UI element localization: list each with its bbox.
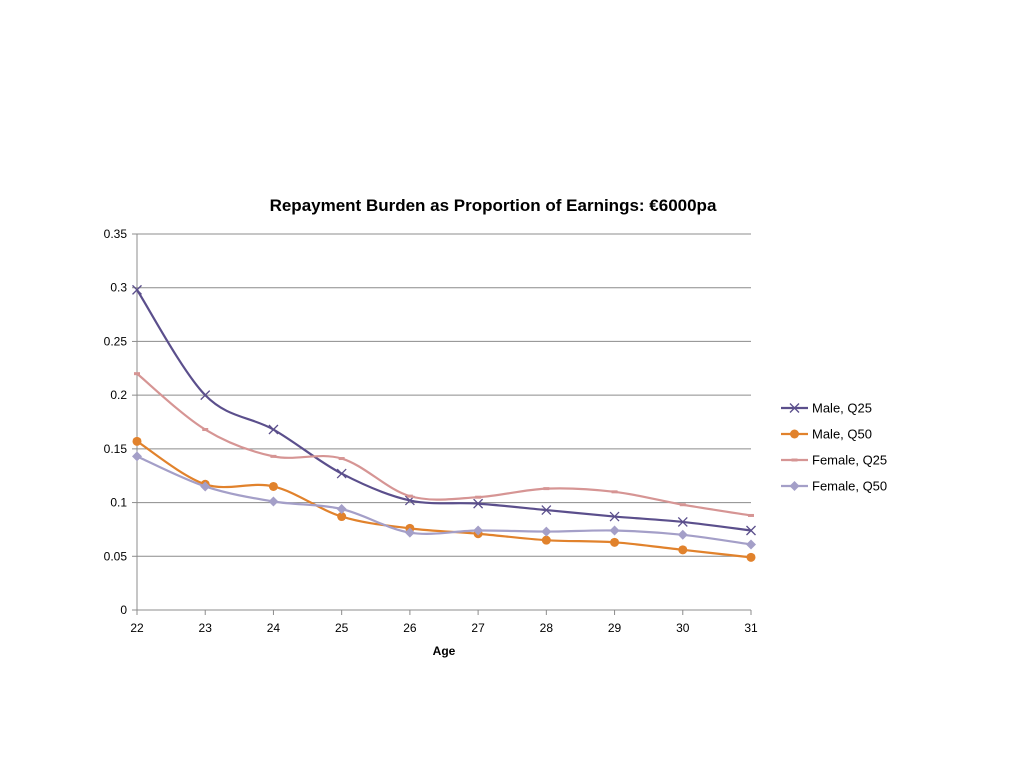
x-tick-label: 30 bbox=[676, 621, 690, 635]
data-point bbox=[475, 495, 482, 499]
legend-marker bbox=[789, 403, 800, 413]
series-3 bbox=[132, 451, 756, 550]
data-point bbox=[404, 527, 415, 538]
data-point bbox=[609, 525, 620, 536]
data-point bbox=[132, 451, 142, 462]
legend-label: Male, Q25 bbox=[812, 401, 872, 416]
data-point bbox=[200, 390, 211, 401]
legend-label: Female, Q25 bbox=[812, 453, 887, 468]
x-tick-labels: 22 23 24 25 26 27 28 29 30 31 bbox=[130, 621, 758, 635]
legend-label: Female, Q50 bbox=[812, 479, 887, 494]
y-tick-label: 0.3 bbox=[110, 281, 127, 295]
legend-marker bbox=[791, 458, 798, 462]
data-point bbox=[746, 539, 756, 550]
data-point bbox=[134, 372, 140, 376]
series-2 bbox=[134, 372, 754, 517]
x-tick-label: 29 bbox=[608, 621, 622, 635]
y-tick-labels: 0 0.05 0.1 0.15 0.2 0.25 0.3 0.35 bbox=[104, 227, 128, 617]
series-line bbox=[136, 455, 752, 546]
marker-stroke bbox=[789, 403, 800, 413]
data-point bbox=[541, 505, 552, 516]
x-tick-label: 26 bbox=[403, 621, 417, 635]
data-point bbox=[268, 424, 279, 435]
x-axis-title: Age bbox=[433, 644, 456, 658]
x-tick-label: 27 bbox=[471, 621, 485, 635]
legend-marker bbox=[790, 429, 799, 439]
data-point bbox=[270, 454, 277, 458]
series-line bbox=[136, 372, 752, 517]
legend-marker bbox=[789, 481, 800, 491]
series-layer bbox=[132, 284, 756, 562]
legend-item: Male, Q25 bbox=[781, 401, 872, 416]
data-point bbox=[338, 457, 345, 461]
data-point bbox=[268, 481, 278, 491]
data-point bbox=[748, 513, 754, 517]
data-point bbox=[543, 487, 550, 491]
data-point bbox=[541, 526, 552, 537]
x-tick-label: 23 bbox=[199, 621, 213, 635]
y-tick-label: 0.2 bbox=[110, 388, 127, 402]
marker-stroke bbox=[677, 516, 688, 527]
data-point bbox=[677, 529, 688, 540]
legend-item: Female, Q25 bbox=[781, 453, 887, 468]
legend-item: Male, Q50 bbox=[781, 427, 872, 442]
x-tick-label: 31 bbox=[744, 621, 758, 635]
legend-label: Male, Q50 bbox=[812, 427, 872, 442]
data-point bbox=[679, 503, 686, 507]
y-tick-label: 0.1 bbox=[110, 496, 127, 510]
data-point bbox=[677, 516, 688, 527]
data-point bbox=[336, 504, 347, 515]
x-tick-label: 24 bbox=[267, 621, 281, 635]
series-0 bbox=[132, 284, 756, 536]
chart-title: Repayment Burden as Proportion of Earnin… bbox=[270, 196, 717, 215]
series-line bbox=[136, 440, 752, 559]
legend: Male, Q25 Male, Q50 Female, Q25 Female, Q50 bbox=[781, 401, 887, 494]
data-point bbox=[473, 525, 484, 536]
marker-stroke bbox=[336, 468, 347, 479]
data-point bbox=[610, 537, 620, 547]
data-point bbox=[268, 496, 279, 507]
data-point bbox=[200, 481, 211, 492]
data-point bbox=[132, 436, 142, 446]
series-line bbox=[136, 289, 752, 532]
data-point bbox=[202, 428, 209, 432]
marker-stroke bbox=[132, 284, 142, 295]
marker-stroke bbox=[268, 424, 279, 435]
data-point bbox=[132, 284, 142, 295]
data-point bbox=[337, 512, 347, 522]
data-point bbox=[746, 552, 756, 562]
marker-stroke bbox=[200, 390, 211, 401]
marker-stroke bbox=[609, 511, 620, 522]
data-point bbox=[611, 490, 618, 494]
y-tick-label: 0.25 bbox=[104, 334, 128, 348]
data-point bbox=[746, 525, 756, 536]
marker-stroke bbox=[541, 505, 552, 516]
y-tick-label: 0 bbox=[120, 603, 127, 617]
y-tick-label: 0.35 bbox=[104, 227, 128, 241]
marker-stroke bbox=[746, 525, 756, 536]
legend-item: Female, Q50 bbox=[781, 479, 887, 494]
x-tick-label: 22 bbox=[130, 621, 144, 635]
axes bbox=[132, 233, 752, 615]
gridlines bbox=[137, 233, 751, 557]
data-point bbox=[541, 535, 551, 545]
x-tick-label: 28 bbox=[540, 621, 554, 635]
y-tick-label: 0.15 bbox=[104, 442, 128, 456]
data-point bbox=[473, 498, 484, 509]
data-point bbox=[336, 468, 347, 479]
y-tick-label: 0.05 bbox=[104, 549, 128, 563]
data-point bbox=[678, 545, 688, 555]
x-tick-label: 25 bbox=[335, 621, 349, 635]
data-point bbox=[609, 511, 620, 522]
marker-stroke bbox=[473, 498, 484, 509]
data-point bbox=[406, 494, 413, 498]
